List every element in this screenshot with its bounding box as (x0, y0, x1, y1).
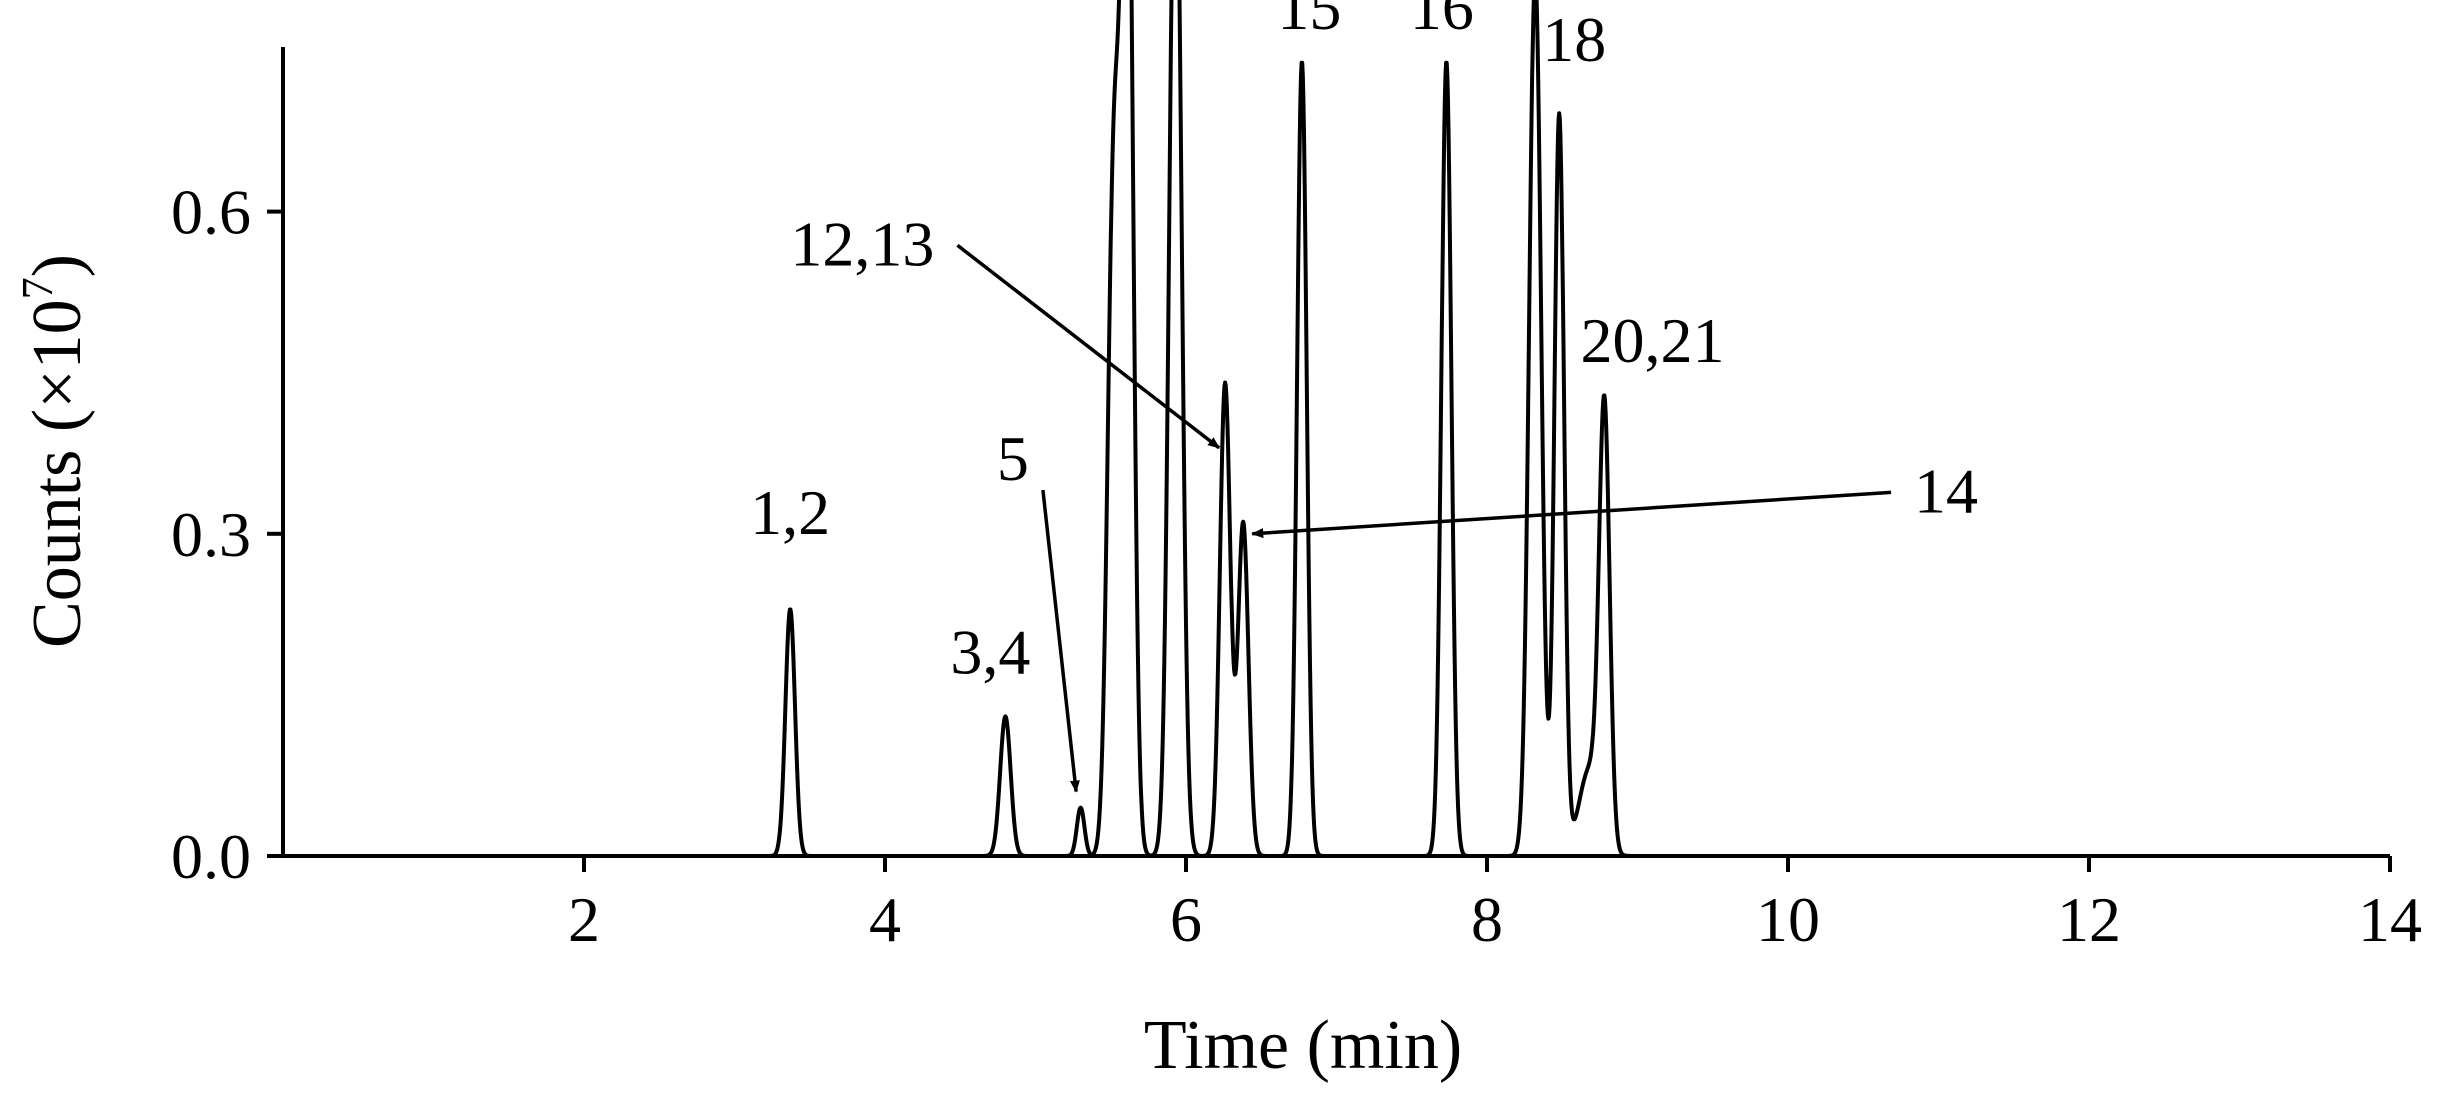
y-axis-title-main: Counts (×10 (19, 299, 96, 648)
x-ticks: 2 4 6 8 10 12 14 (568, 856, 2422, 955)
x-tick-label: 6 (1170, 884, 1202, 955)
axes (281, 47, 2390, 858)
peak-label: 5 (997, 423, 1029, 494)
y-axis-title-close: ) (19, 254, 96, 277)
y-tick-label: 0.3 (171, 499, 251, 570)
x-axis-title: Time (min) (1144, 1007, 1462, 1084)
peak-label: 20,21 (1581, 305, 1725, 376)
y-axis-title-exponent: 7 (13, 277, 62, 299)
x-tick-label: 8 (1471, 884, 1503, 955)
peak-label: 1,2 (750, 477, 830, 548)
peak-label: 16 (1410, 0, 1474, 43)
chromatogram-trace (281, 0, 2392, 858)
peak-label: 12,13 (790, 208, 934, 279)
annotation-arrow (1041, 489, 1080, 793)
y-ticks: 0.00.30.60.91.2 (171, 177, 283, 892)
x-tick-label: 10 (1756, 884, 1820, 955)
peak-label: 14 (1914, 455, 1978, 526)
peak-label: 15 (1277, 0, 1341, 43)
x-tick-label: 4 (869, 884, 901, 955)
x-tick-label: 14 (2358, 884, 2422, 955)
annotation-arrow (956, 243, 1221, 450)
peak-label: 18 (1542, 4, 1606, 75)
x-tick-label: 12 (2057, 884, 2121, 955)
annotation-arrow (1251, 490, 1892, 539)
x-tick-label: 2 (568, 884, 600, 955)
peak-annotations: 1,23,456,7,8,910,1112,1314151617,191820,… (750, 0, 1978, 793)
y-axis-title: Counts (×107) (13, 254, 96, 648)
y-tick-label: 0.6 (171, 177, 251, 248)
y-tick-label: 0.0 (171, 821, 251, 892)
series-group (281, 0, 2392, 858)
peak-label: 3,4 (950, 616, 1030, 687)
